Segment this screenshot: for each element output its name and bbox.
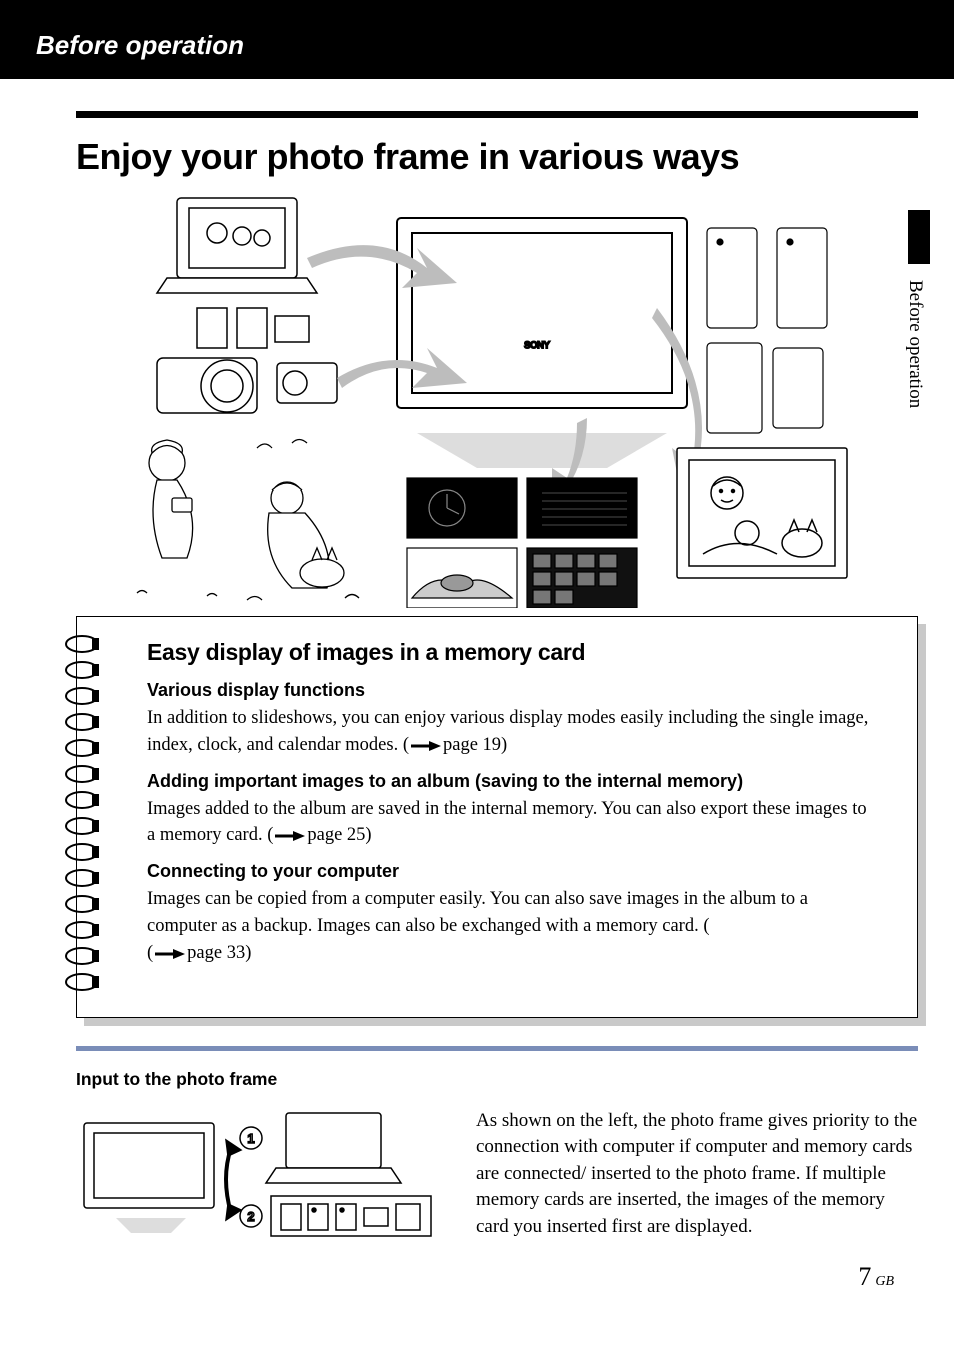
hero-illustration: SONY bbox=[117, 188, 877, 608]
page-ref-arrow-icon bbox=[275, 831, 305, 841]
region-code: GB bbox=[875, 1274, 894, 1289]
feature-box: Easy display of images in a memory card … bbox=[76, 616, 918, 1018]
input-section: Input to the photo frame 1 bbox=[76, 1069, 918, 1258]
input-priority-diagram: 1 2 bbox=[76, 1108, 436, 1258]
feature-subheading-2: Adding important images to an album (sav… bbox=[147, 771, 877, 792]
feature-body-2: Images added to the album are saved in t… bbox=[147, 796, 877, 850]
heading-rule bbox=[76, 111, 918, 118]
page-footer: 7 GB bbox=[858, 1262, 894, 1292]
section-header-bar: Before operation bbox=[0, 0, 954, 79]
feature-body-3: Images can be copied from a computer eas… bbox=[147, 886, 877, 966]
page-title: Enjoy your photo frame in various ways bbox=[76, 136, 918, 178]
spiral-binding bbox=[62, 634, 102, 992]
priority-2-label: 2 bbox=[247, 1209, 254, 1224]
section-divider bbox=[76, 1046, 918, 1051]
feature-subheading-3: Connecting to your computer bbox=[147, 861, 877, 882]
priority-1-label: 1 bbox=[247, 1131, 254, 1146]
feature-heading: Easy display of images in a memory card bbox=[147, 639, 877, 666]
page-ref-arrow-icon bbox=[155, 949, 185, 959]
section-label: Before operation bbox=[36, 30, 954, 61]
page-number: 7 bbox=[858, 1262, 871, 1291]
svg-text:SONY: SONY bbox=[524, 340, 550, 350]
input-heading: Input to the photo frame bbox=[76, 1069, 918, 1090]
page-ref-arrow-icon bbox=[411, 741, 441, 751]
feature-subheading-1: Various display functions bbox=[147, 680, 877, 701]
feature-body-1: In addition to slideshows, you can enjoy… bbox=[147, 705, 877, 759]
input-body: As shown on the left, the photo frame gi… bbox=[476, 1108, 918, 1241]
